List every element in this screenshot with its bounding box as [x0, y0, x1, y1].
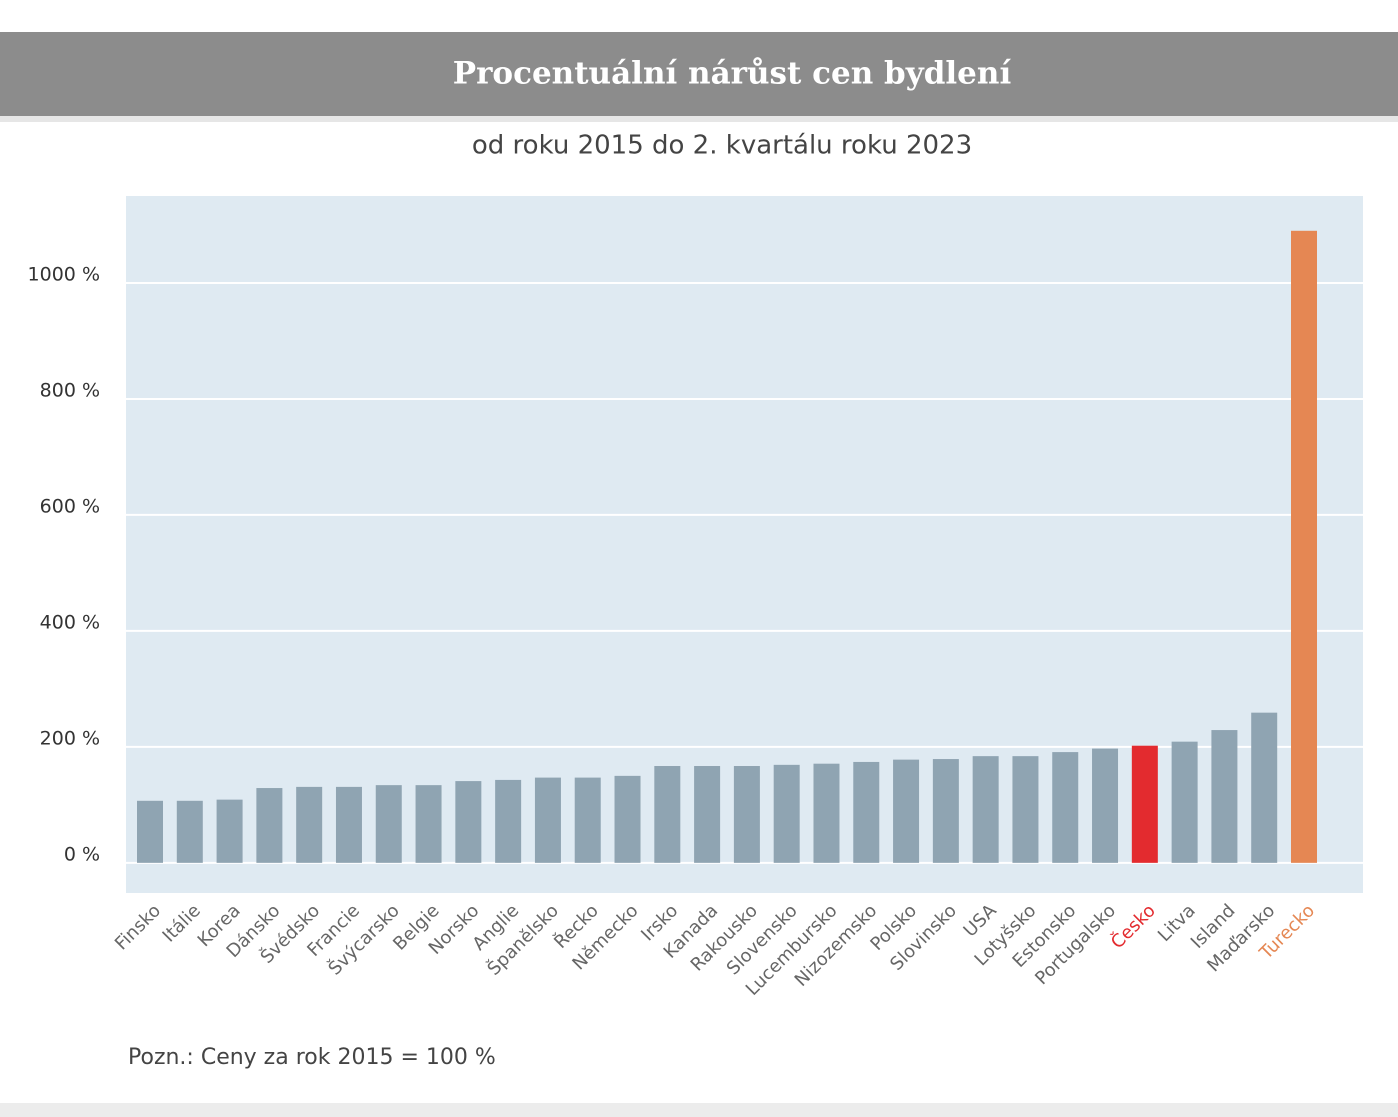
bar [694, 766, 721, 863]
bar [415, 785, 442, 863]
x-tick-label: Finsko [111, 900, 165, 954]
bar [1012, 756, 1039, 863]
bar [176, 800, 203, 863]
bar [932, 759, 959, 863]
bar [296, 786, 323, 863]
bar [614, 775, 641, 863]
bar [335, 786, 362, 863]
bar [1171, 741, 1198, 863]
y-tick-label: 400 % [40, 611, 100, 633]
bar [853, 761, 880, 863]
bar [495, 779, 522, 863]
y-tick-label: 800 % [40, 379, 100, 401]
bar [1251, 712, 1278, 863]
bar [1211, 730, 1238, 863]
chart-title: Procentuální nárůst cen bydlení [453, 56, 1012, 92]
header-band [0, 32, 1398, 116]
y-tick-label: 0 % [64, 843, 100, 865]
bar [1052, 752, 1079, 863]
x-tick-label: Česko [1106, 900, 1160, 954]
header-shadow [0, 116, 1398, 122]
bar [1131, 745, 1158, 863]
bar [137, 800, 163, 863]
bar [256, 788, 283, 863]
y-tick-label: 1000 % [28, 263, 100, 285]
chart-subtitle: od roku 2015 do 2. kvartálu roku 2023 [472, 131, 972, 161]
bar [455, 781, 482, 863]
y-tick-label: 200 % [40, 727, 100, 749]
bar [893, 759, 920, 863]
footer-band [0, 1103, 1398, 1117]
bar [216, 799, 243, 863]
bar [1092, 748, 1119, 863]
bar [574, 777, 601, 863]
bar [813, 763, 840, 863]
bar [654, 766, 681, 863]
bar [733, 766, 760, 863]
bar [773, 764, 800, 863]
note: Pozn.: Ceny za rok 2015 = 100 % [128, 1045, 496, 1070]
bar [375, 785, 402, 863]
bar [534, 777, 561, 863]
y-tick-label: 600 % [40, 495, 100, 517]
bar [972, 756, 999, 863]
bar [1291, 230, 1317, 863]
